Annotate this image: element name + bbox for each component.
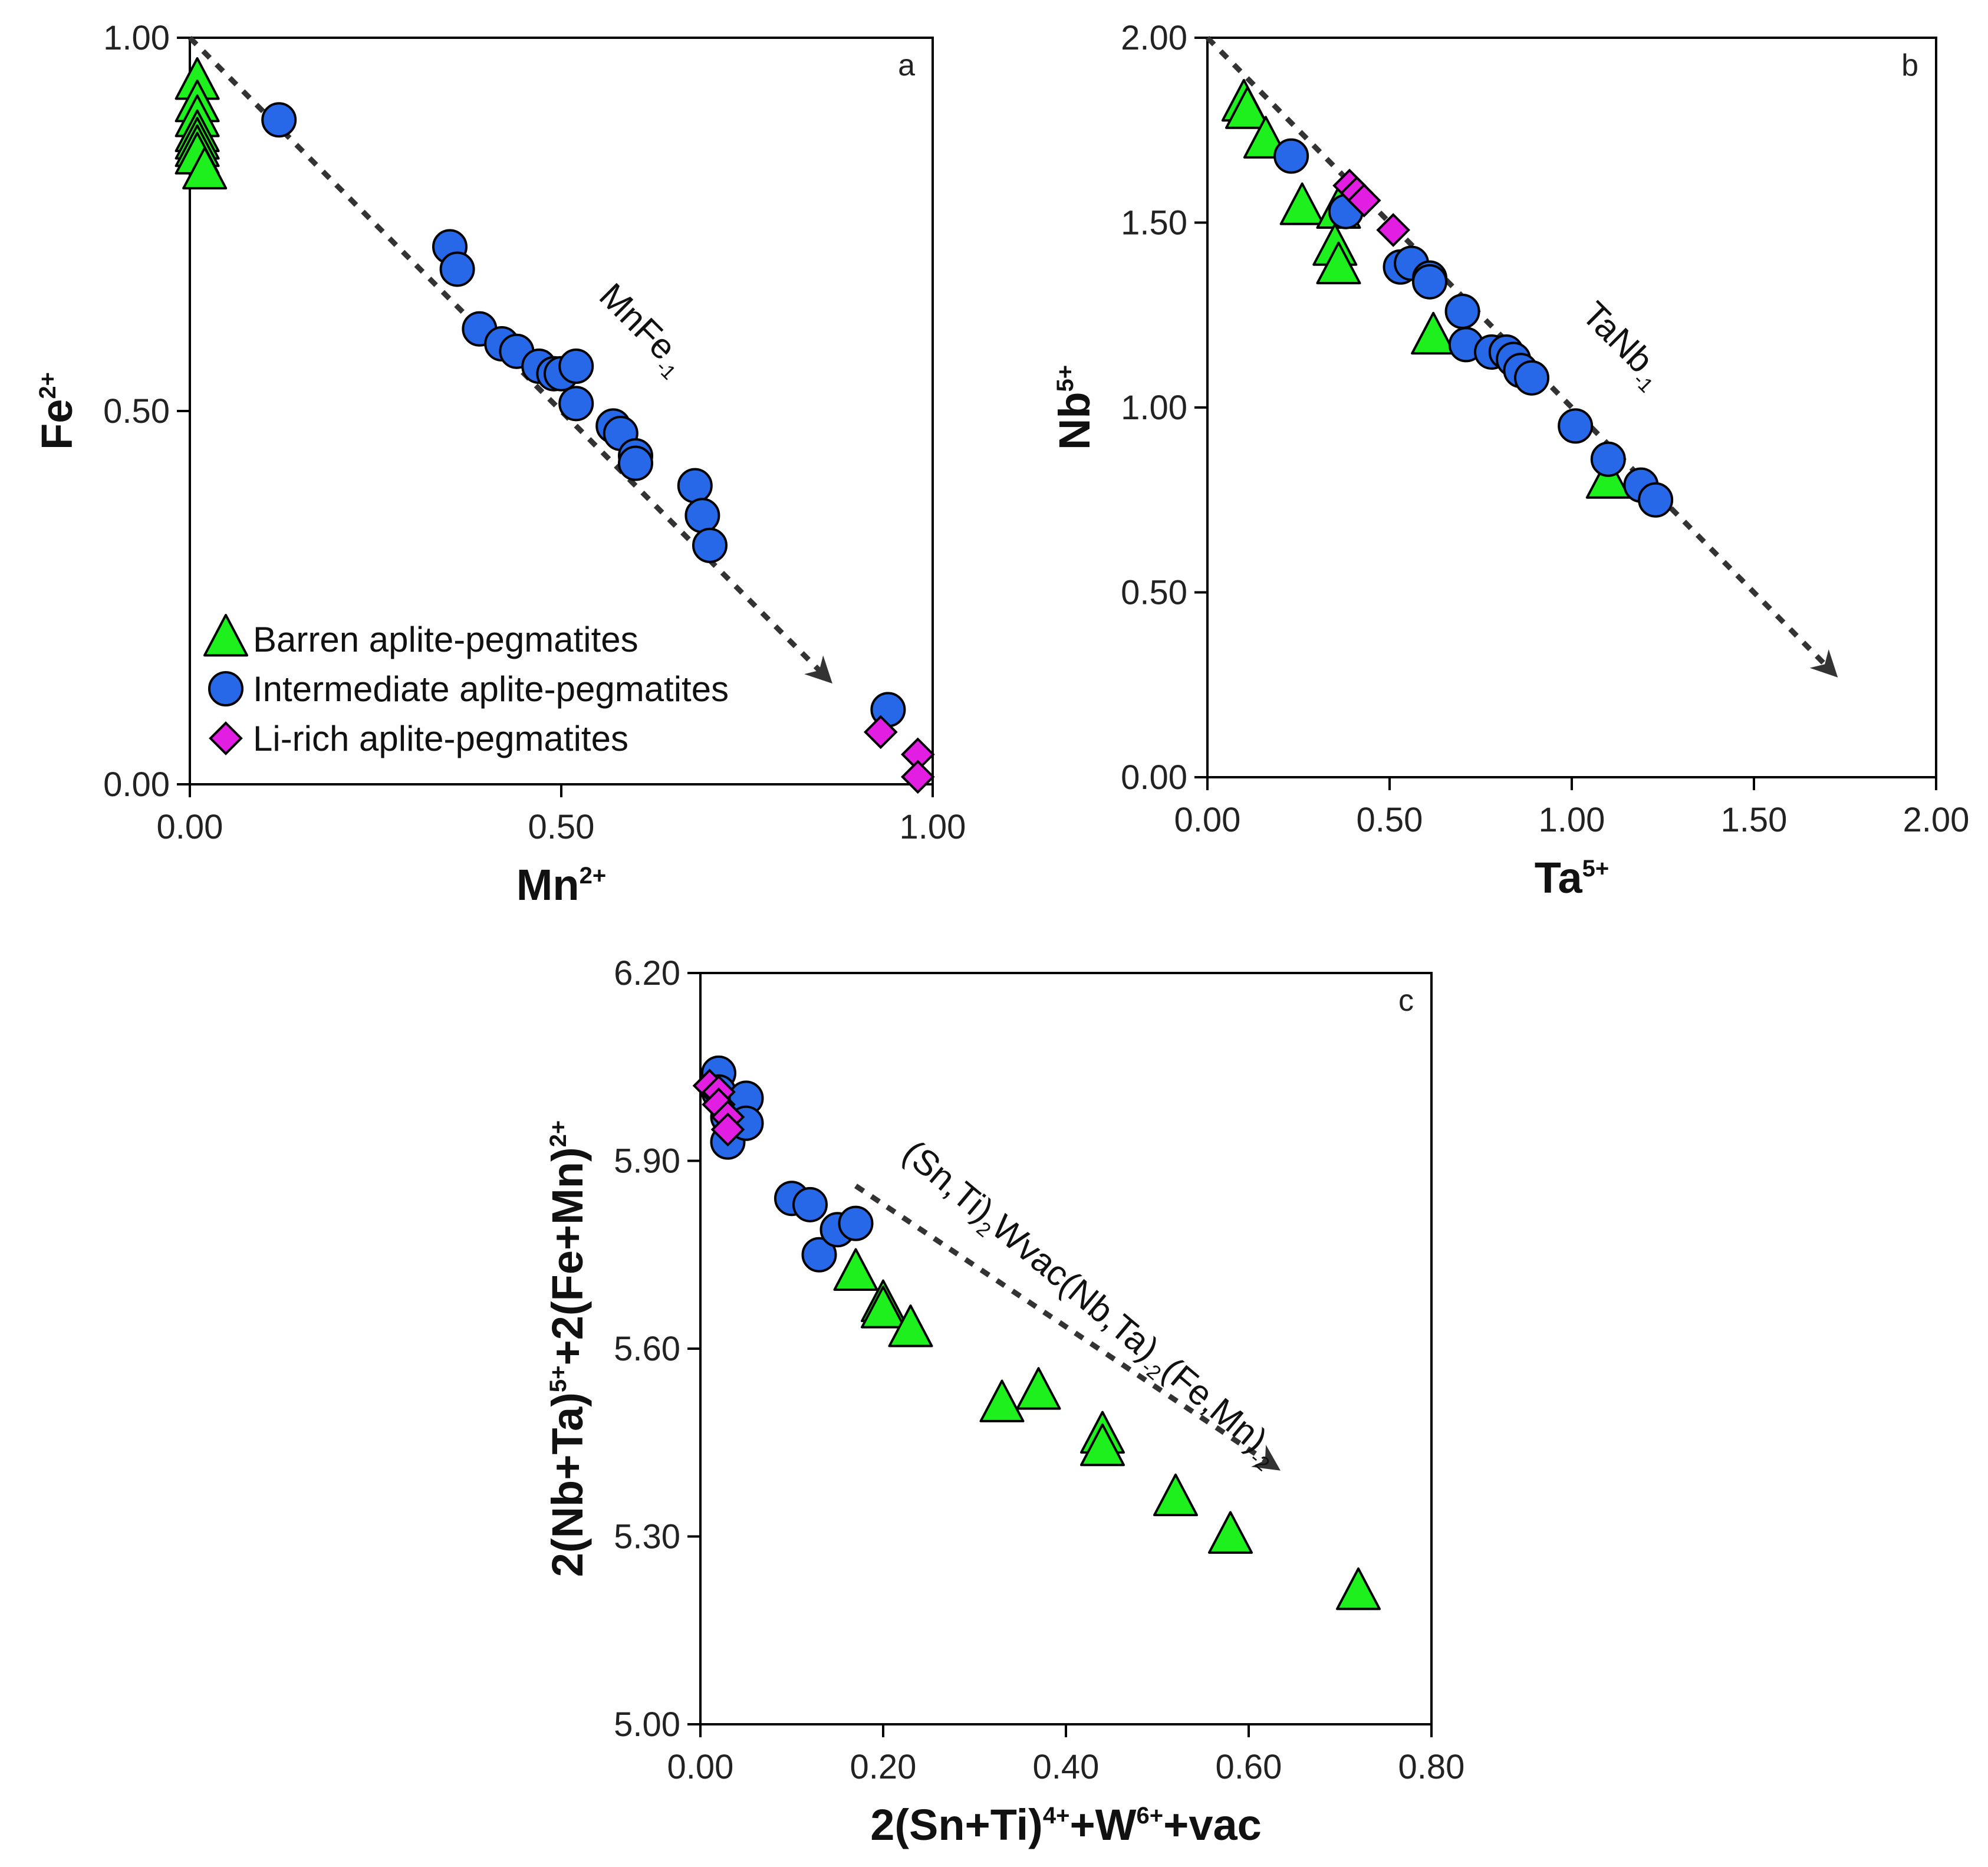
x-axis-label: Ta5+ [1535, 853, 1609, 902]
chart-panel-a: 0.00 0.50 1.00 0.00 0.50 1.00 a Mn2+ Fe2+ MnFe-1 B… [32, 19, 966, 909]
barren-point [1585, 456, 1631, 499]
substitution-vector-arrow [854, 1184, 1281, 1471]
x-tick-label: 0.40 [1033, 1748, 1100, 1786]
intermediate-point [801, 1237, 837, 1273]
legend-label-intermediate: Intermediate aplite-pegmatites [253, 669, 729, 709]
barren-point [1153, 1473, 1198, 1517]
barren-point [182, 146, 228, 190]
y-tick-label: 5.60 [614, 1330, 680, 1368]
x-tick-label: 0.50 [528, 808, 595, 846]
x-tick-label: 0.50 [1357, 801, 1423, 839]
series-barren [175, 57, 228, 190]
lirich-point [900, 760, 935, 794]
panel-letter: b [1901, 48, 1918, 83]
y-tick-label: 0.00 [1121, 758, 1187, 797]
lirich-point [710, 1112, 745, 1147]
x-axis-label: Mn2+ [516, 860, 606, 909]
intermediate-point [1558, 408, 1594, 444]
y-tick-label: 6.20 [614, 954, 680, 992]
x-tick-label: 0.00 [157, 808, 223, 846]
intermediate-point [558, 386, 594, 422]
lirich-point [863, 715, 898, 750]
vector-annotation: MnFe-1 [588, 275, 696, 384]
legend-label-lirich: Li-rich aplite-pegmatites [253, 719, 628, 758]
intermediate-point [792, 1186, 828, 1222]
x-tick-label: 1.00 [900, 808, 966, 846]
intermediate-point [1273, 138, 1309, 174]
y-tick-label: 1.00 [1121, 389, 1187, 427]
y-axis-label: Nb5+ [1050, 365, 1099, 450]
intermediate-point [1411, 264, 1447, 300]
x-tick-label: 1.50 [1721, 801, 1788, 839]
legend-marker-lirich [209, 721, 243, 755]
barren-point [1016, 1367, 1061, 1410]
barren-point [888, 1304, 933, 1347]
x-tick-label: 0.00 [667, 1748, 734, 1786]
y-tick-label: 1.50 [1121, 204, 1187, 242]
x-tick-label: 0.60 [1216, 1748, 1282, 1786]
y-tick-label: 0.50 [1121, 574, 1187, 612]
barren-point [1411, 311, 1456, 355]
barren-point [1336, 1567, 1381, 1610]
intermediate-point [439, 251, 475, 287]
barren-point [1208, 1511, 1253, 1554]
panel-letter: c [1398, 984, 1414, 1018]
x-axis-label: 2(Sn+Ti)4++W6++vac [870, 1800, 1262, 1849]
series-intermediate [261, 102, 906, 728]
intermediate-point [684, 498, 720, 534]
x-tick-label: 0.20 [850, 1748, 917, 1786]
x-tick-label: 0.00 [1174, 801, 1241, 839]
series-lirich [692, 1069, 745, 1147]
legend: Barren aplite-pegmatites Intermediate apl… [203, 613, 729, 758]
y-tick-label: 5.30 [614, 1518, 680, 1556]
barren-point [861, 1286, 906, 1329]
intermediate-point [1590, 441, 1626, 477]
vector-annotation: TaNb-1 [1570, 294, 1673, 397]
x-tick-label: 0.80 [1398, 1748, 1465, 1786]
barren-point [1225, 86, 1270, 129]
intermediate-point [692, 527, 728, 563]
chart-panel-c: 0.00 0.20 0.40 0.60 0.80 5.00 5.30 5.60 5.90 6.20… [543, 954, 1464, 1849]
chart-panel-b: 0.00 0.50 1.00 1.50 2.00 0.00 0.50 1.00 1.50 2.00… [1050, 19, 1969, 902]
x-tick-label: 1.00 [1539, 801, 1605, 839]
intermediate-point [558, 349, 594, 384]
y-tick-label: 0.00 [103, 765, 170, 804]
intermediate-point [1514, 360, 1550, 396]
series-lirich [1332, 168, 1411, 247]
intermediate-point [838, 1205, 874, 1241]
x-tick-label: 2.00 [1903, 801, 1970, 839]
intermediate-point [618, 445, 653, 481]
intermediate-point [261, 102, 297, 138]
lirich-point [1347, 183, 1381, 218]
y-axis-label: 2(Nb+Ta)5++2(Fe+Mn)2+ [543, 1120, 592, 1577]
vector-annotation: (Sn,Ti)2Wvac(Nb,Ta)-2(Fe,Mn)-2 [891, 1132, 1288, 1475]
y-tick-label: 5.00 [614, 1705, 680, 1744]
plot-frame [699, 972, 1433, 1725]
barren-point [1316, 241, 1361, 285]
y-axis-label: Fe2+ [32, 372, 81, 450]
lirich-point [1376, 213, 1411, 247]
series-intermediate [1273, 138, 1674, 518]
intermediate-point [1444, 293, 1480, 329]
legend-marker-barren [203, 613, 248, 657]
y-tick-label: 0.50 [103, 392, 170, 430]
intermediate-point [1638, 482, 1674, 518]
y-tick-label: 5.90 [614, 1142, 680, 1181]
series-lirich [863, 715, 935, 794]
intermediate-point [677, 468, 713, 504]
series-barren [833, 1248, 1381, 1610]
substitution-vector-arrow [1205, 35, 1838, 678]
legend-marker-intermediate [208, 671, 243, 706]
barren-point [1279, 182, 1325, 225]
barren-point [833, 1248, 878, 1291]
panel-letter: a [898, 48, 915, 83]
barren-point [1080, 1423, 1125, 1467]
y-tick-label: 1.00 [103, 19, 170, 57]
barren-point [979, 1379, 1025, 1422]
y-tick-label: 2.00 [1121, 19, 1187, 57]
legend-label-barren: Barren aplite-pegmatites [253, 620, 638, 659]
